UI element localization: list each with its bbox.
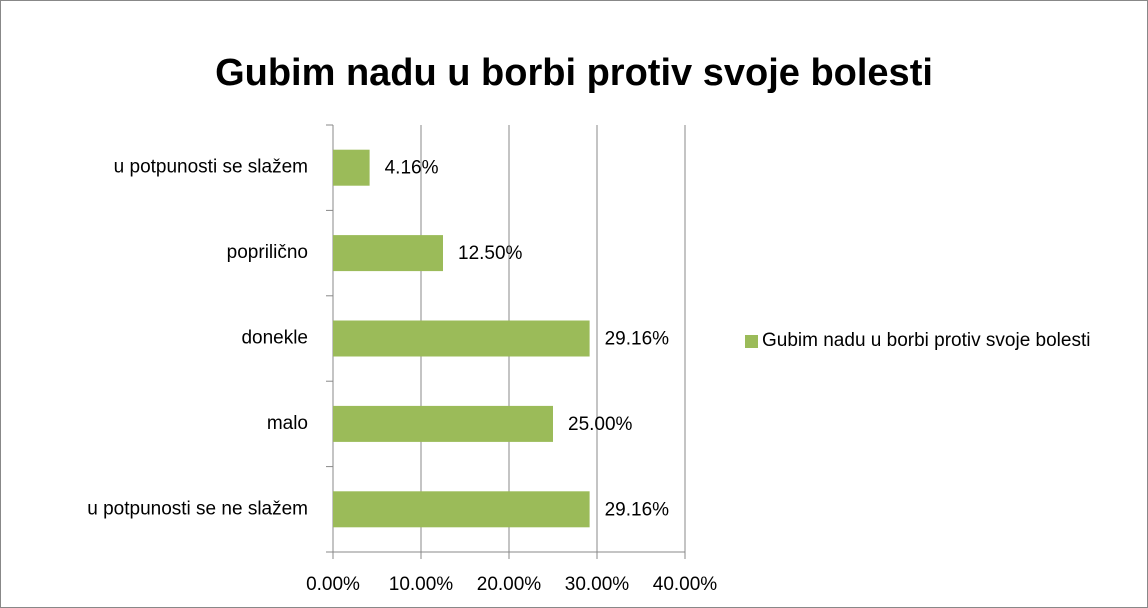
bar — [333, 149, 370, 186]
bar — [333, 491, 590, 528]
y-tick-label: u potpunosti se slažem — [114, 157, 308, 178]
data-label: 25.00% — [568, 414, 633, 435]
bar — [333, 320, 590, 357]
data-label: 29.16% — [605, 499, 670, 520]
chart-title: Gubim nadu u borbi protiv svoje bolesti — [215, 52, 933, 94]
y-tick-label: u potpunosti se ne slažem — [87, 498, 308, 519]
y-tick-label: poprilično — [227, 242, 308, 263]
y-tick-label: malo — [267, 413, 308, 434]
bar — [333, 405, 553, 442]
x-tick-label: 20.00% — [477, 574, 542, 595]
bar — [333, 235, 443, 272]
legend-swatch — [745, 335, 758, 348]
x-tick-label: 30.00% — [565, 574, 630, 595]
y-tick-label: donekle — [241, 328, 308, 349]
data-label: 12.50% — [458, 243, 523, 264]
legend-label: Gubim nadu u borbi protiv svoje bolesti — [762, 330, 1091, 351]
data-label: 29.16% — [605, 329, 670, 350]
data-label: 4.16% — [385, 158, 439, 179]
x-tick-label: 10.00% — [389, 574, 454, 595]
x-tick-label: 40.00% — [653, 574, 718, 595]
x-tick-label: 0.00% — [306, 574, 360, 595]
